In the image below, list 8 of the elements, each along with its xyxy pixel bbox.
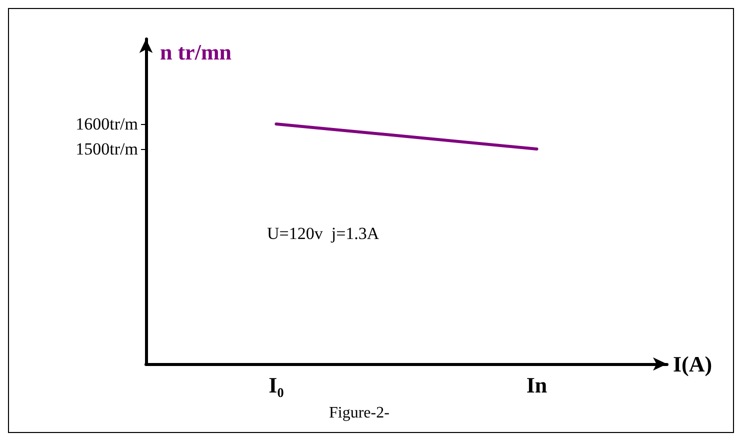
y-tick-label: 1500tr/m [76,140,138,158]
x-axis-title: I(A) [673,352,712,376]
y-axis-title: n tr/mn [160,40,232,64]
y-tick-label: 1600tr/m [76,114,138,134]
annotation: U=120v j=1.3A [267,224,380,243]
x-tick-label: In [526,372,548,398]
x-tick-label: I₀ [268,372,284,398]
text: Figure-2- [329,404,390,422]
